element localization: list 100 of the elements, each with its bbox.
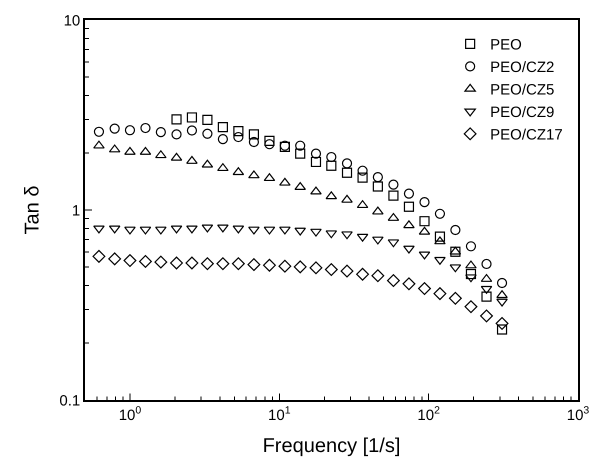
- point: [448, 292, 462, 305]
- point: [404, 202, 414, 212]
- point: [248, 170, 260, 178]
- point: [356, 268, 370, 281]
- point: [418, 226, 430, 235]
- legend-label: PEO/CZ17: [490, 126, 563, 144]
- point: [342, 168, 352, 178]
- point: [217, 163, 229, 172]
- point: [357, 172, 368, 183]
- point: [218, 134, 228, 144]
- point: [341, 231, 353, 240]
- x-tick-label: 10$^{2}$: [417, 404, 440, 424]
- point: [419, 197, 430, 208]
- point: [464, 300, 478, 314]
- point: [216, 257, 230, 270]
- point: [372, 206, 384, 215]
- point: [434, 236, 446, 244]
- point: [155, 226, 167, 235]
- point: [294, 182, 306, 190]
- point: [310, 261, 322, 274]
- point: [248, 129, 260, 140]
- point: [310, 148, 322, 159]
- point: [124, 254, 136, 267]
- point: [140, 122, 151, 134]
- point: [232, 257, 245, 270]
- point: [404, 188, 414, 199]
- point: [357, 166, 368, 176]
- point: [94, 126, 104, 137]
- point: [92, 250, 106, 263]
- point: [108, 252, 122, 266]
- point: [93, 226, 105, 234]
- point: [139, 255, 152, 268]
- point: [295, 140, 306, 151]
- point: [264, 136, 275, 146]
- point: [263, 258, 276, 272]
- point: [155, 150, 167, 158]
- point: [466, 268, 476, 280]
- point: [419, 216, 430, 226]
- point: [480, 286, 492, 294]
- point: [496, 278, 508, 288]
- legend-label: PEO: [490, 36, 522, 54]
- point: [247, 258, 260, 272]
- point: [496, 290, 508, 298]
- point: [140, 226, 152, 235]
- point: [93, 140, 105, 149]
- point: [418, 282, 431, 295]
- point: [310, 228, 322, 237]
- point: [356, 234, 368, 242]
- point: [388, 190, 399, 201]
- point: [110, 124, 120, 134]
- point: [154, 256, 168, 269]
- point: [310, 156, 322, 168]
- point: [108, 226, 120, 234]
- point: [372, 181, 383, 192]
- point: [434, 256, 446, 265]
- point: [170, 256, 183, 270]
- point: [450, 246, 460, 257]
- point: [496, 298, 508, 307]
- point: [403, 220, 415, 228]
- point: [248, 136, 260, 148]
- y-axis-title: Tan δ: [21, 186, 44, 234]
- point: [278, 260, 292, 273]
- legend-label: PEO/CZ9: [490, 104, 554, 122]
- point: [326, 160, 336, 171]
- point: [279, 226, 291, 235]
- point: [232, 226, 244, 234]
- point: [186, 112, 198, 123]
- point: [218, 122, 228, 132]
- point: [294, 228, 306, 236]
- point: [386, 274, 400, 288]
- point: [202, 128, 212, 139]
- point: [326, 191, 338, 200]
- point: [450, 246, 462, 255]
- point: [186, 156, 198, 164]
- point: [371, 269, 384, 282]
- point: [326, 152, 336, 162]
- point: [342, 158, 352, 168]
- point: [233, 132, 244, 142]
- point: [403, 246, 415, 254]
- point: [402, 277, 416, 290]
- point: [496, 316, 508, 330]
- point: [248, 226, 260, 235]
- point: [185, 256, 198, 270]
- point: [341, 194, 353, 203]
- point: [466, 241, 476, 252]
- x-tick-label: 10$^{3}$: [566, 404, 590, 424]
- point: [171, 114, 182, 124]
- point: [324, 263, 338, 276]
- point: [310, 186, 322, 194]
- point: [140, 146, 152, 155]
- point: [264, 173, 276, 182]
- point: [171, 129, 182, 140]
- y-tick-label: 10: [64, 12, 80, 30]
- point: [434, 208, 446, 219]
- point: [340, 264, 354, 278]
- point: [433, 287, 446, 300]
- point: [326, 230, 338, 238]
- point: [124, 125, 136, 136]
- point: [356, 200, 368, 208]
- point: [264, 226, 276, 235]
